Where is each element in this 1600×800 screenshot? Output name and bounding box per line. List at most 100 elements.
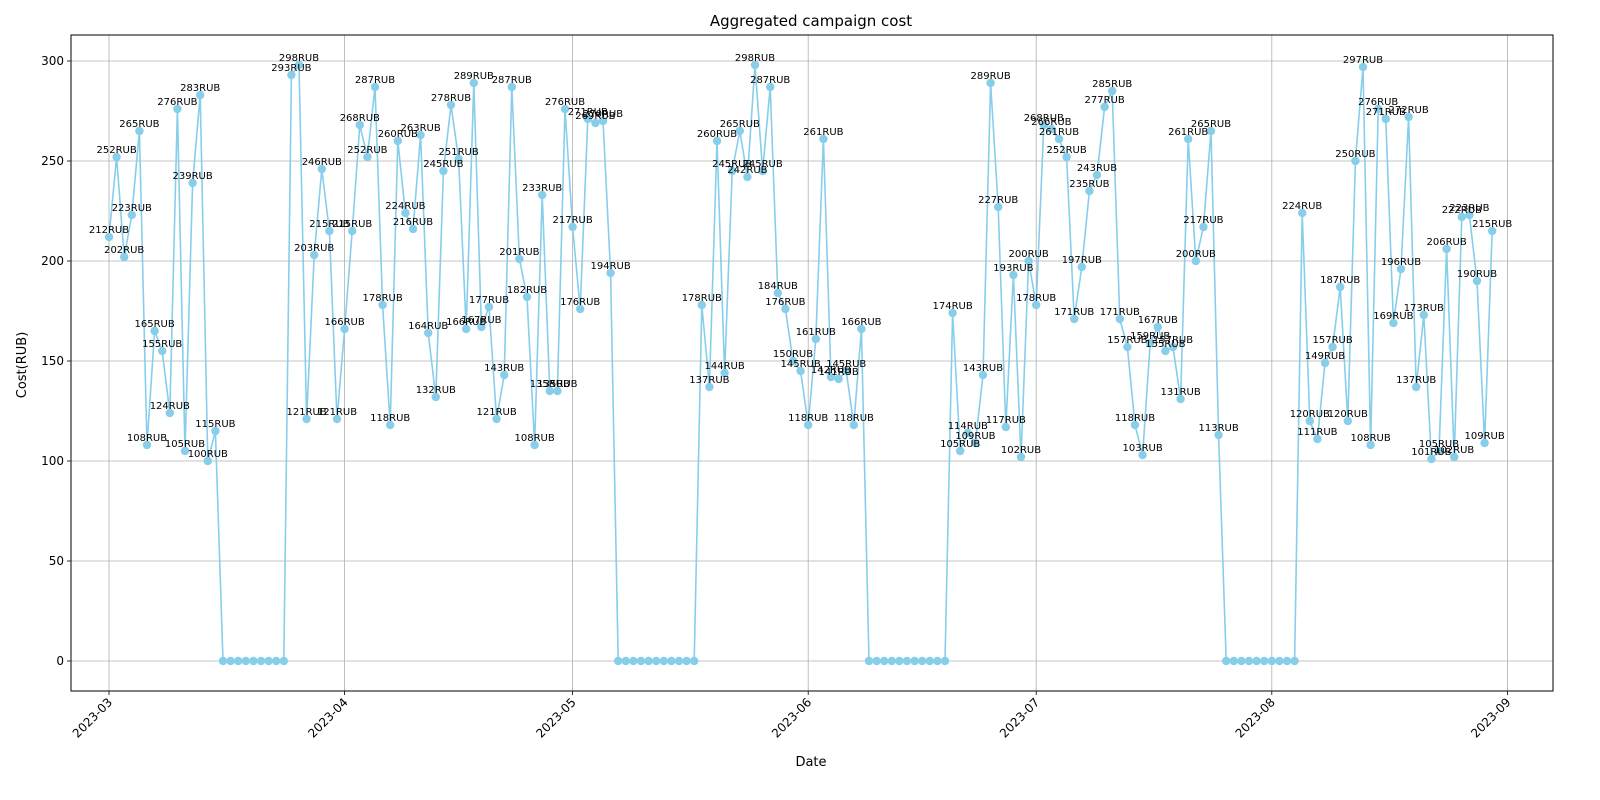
- data-label: 252RUB: [1046, 145, 1086, 156]
- data-label: 178RUB: [1016, 293, 1056, 304]
- data-point: [1244, 656, 1254, 666]
- data-label: 165RUB: [134, 319, 174, 330]
- data-label: 271RUB: [568, 107, 608, 118]
- data-point: [348, 226, 357, 236]
- data-point: [1047, 124, 1056, 134]
- data-label: 233RUB: [522, 183, 562, 194]
- data-label: 215RUB: [309, 219, 349, 230]
- data-point: [1381, 114, 1391, 124]
- data-label: 166RUB: [446, 317, 486, 328]
- data-point: [1070, 314, 1079, 324]
- data-point: [439, 166, 448, 176]
- data-point: [272, 656, 281, 666]
- data-point: [530, 440, 539, 450]
- data-point: [165, 408, 174, 418]
- data-label: 266RUB: [1031, 117, 1071, 128]
- data-point: [515, 254, 524, 264]
- data-label: 246RUB: [302, 157, 342, 168]
- data-label: 260RUB: [697, 129, 737, 140]
- data-point: [507, 82, 516, 92]
- data-label: 193RUB: [993, 263, 1033, 274]
- data-point: [256, 656, 266, 666]
- chart-title: Aggregated campaign cost: [710, 12, 912, 30]
- data-label: 196RUB: [1381, 257, 1421, 268]
- data-label: 190RUB: [1457, 269, 1497, 280]
- data-point: [1480, 438, 1489, 448]
- data-point: [1472, 276, 1482, 286]
- data-label: 176RUB: [560, 297, 600, 308]
- data-point: [1092, 170, 1102, 180]
- data-point: [1199, 222, 1208, 232]
- data-point: [720, 368, 729, 378]
- data-label: 157RUB: [1153, 335, 1193, 346]
- data-point: [1260, 656, 1269, 666]
- data-label: 102RUB: [1434, 445, 1474, 456]
- data-point: [1009, 270, 1018, 280]
- data-label: 268RUB: [340, 113, 380, 124]
- data-label: 245RUB: [742, 159, 782, 170]
- data-label: 178RUB: [682, 293, 722, 304]
- data-label: 197RUB: [1062, 255, 1102, 266]
- data-label: 176RUB: [765, 297, 805, 308]
- data-point: [629, 656, 638, 666]
- data-label: 167RUB: [461, 315, 501, 326]
- data-point: [1336, 282, 1345, 292]
- data-label: 105RUB: [1419, 439, 1459, 450]
- data-point: [1488, 226, 1497, 236]
- data-point: [1389, 318, 1398, 328]
- data-point: [416, 130, 425, 140]
- data-point: [1267, 656, 1277, 666]
- data-point: [674, 656, 684, 666]
- data-label: 251RUB: [438, 147, 478, 158]
- data-point: [241, 656, 250, 666]
- data-label: 271RUB: [1366, 107, 1406, 118]
- data-point: [705, 382, 714, 392]
- data-point: [1457, 212, 1467, 222]
- data-point: [940, 656, 950, 666]
- data-label: 287RUB: [492, 75, 532, 86]
- data-point: [378, 300, 387, 310]
- data-point: [454, 154, 463, 164]
- data-label: 289RUB: [970, 71, 1010, 82]
- data-point: [1130, 420, 1140, 430]
- data-label: 252RUB: [96, 145, 136, 156]
- data-point: [408, 224, 418, 234]
- data-point: [1305, 416, 1315, 426]
- data-point: [173, 104, 182, 114]
- data-label: 102RUB: [1001, 445, 1041, 456]
- data-point: [781, 304, 790, 314]
- data-label: 187RUB: [1320, 275, 1360, 286]
- data-point: [887, 656, 896, 666]
- data-point: [279, 656, 288, 666]
- data-label: 121RUB: [317, 407, 357, 418]
- data-point: [158, 346, 167, 356]
- data-label: 135RUB: [537, 379, 577, 390]
- data-label: 287RUB: [355, 75, 395, 86]
- data-label: 124RUB: [150, 401, 190, 412]
- y-tick-label: 250: [41, 154, 64, 168]
- data-point: [1442, 244, 1451, 254]
- data-point: [728, 166, 737, 176]
- data-point: [340, 324, 349, 334]
- data-point: [545, 386, 554, 396]
- data-label: 149RUB: [1305, 351, 1345, 362]
- data-label: 108RUB: [127, 433, 167, 444]
- data-point: [302, 414, 311, 424]
- data-point: [386, 420, 395, 430]
- y-tick-label: 200: [41, 254, 64, 268]
- data-label: 120RUB: [1328, 409, 1368, 420]
- data-point: [188, 178, 197, 188]
- data-label: 105RUB: [940, 439, 980, 450]
- data-point: [332, 414, 342, 424]
- data-point: [1168, 342, 1178, 352]
- data-point: [591, 118, 600, 128]
- data-point: [1427, 454, 1436, 464]
- data-label: 155RUB: [142, 339, 182, 350]
- data-labels: 212RUB 252RUB 202RUB 223RUB 265RUB 108RUB 165R…: [89, 53, 1513, 460]
- data-point: [1290, 656, 1299, 666]
- data-point: [918, 656, 927, 666]
- data-point: [1001, 422, 1010, 432]
- data-point: [971, 438, 980, 448]
- data-label: 276RUB: [157, 97, 197, 108]
- data-point: [750, 60, 760, 70]
